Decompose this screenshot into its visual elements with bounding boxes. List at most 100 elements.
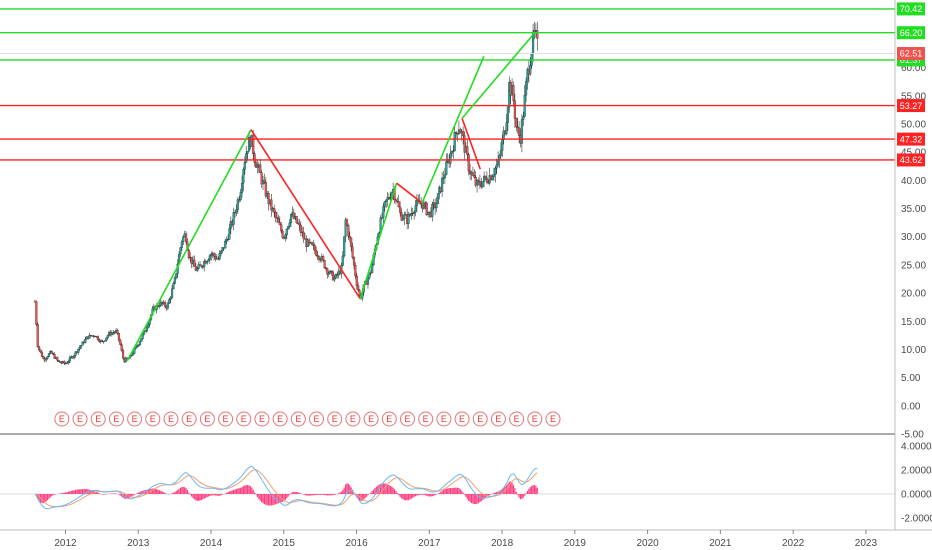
candle-body xyxy=(235,209,238,213)
candle-body xyxy=(400,212,403,221)
candle-body xyxy=(252,134,255,154)
candle-body xyxy=(175,273,178,278)
price-tick-label: 20.00 xyxy=(901,289,926,300)
earnings-marker-label: E xyxy=(550,414,556,424)
candle-body xyxy=(522,116,525,120)
candle-body xyxy=(515,118,518,127)
candle-body xyxy=(386,196,389,201)
candle-body xyxy=(52,352,55,355)
candle-body xyxy=(306,239,309,247)
candle-body xyxy=(422,202,425,209)
earnings-marker-label: E xyxy=(314,414,320,424)
earnings-marker-icon xyxy=(163,411,179,427)
candle-body xyxy=(425,202,428,216)
candle-body xyxy=(485,177,488,183)
candle-body xyxy=(136,345,139,347)
candle-body xyxy=(42,356,45,359)
candle-body xyxy=(187,250,190,259)
candle-body xyxy=(194,265,197,271)
trend-line xyxy=(250,129,361,300)
candle-body xyxy=(242,169,245,184)
last-price-label: 62.51 xyxy=(900,49,923,59)
candle-body xyxy=(180,241,183,248)
earnings-marker-label: E xyxy=(150,414,156,424)
candle-body xyxy=(483,175,486,182)
candle-body xyxy=(145,327,148,332)
candle-body xyxy=(348,235,351,239)
price-tick-label: 10.00 xyxy=(901,345,926,356)
candle-body xyxy=(267,193,270,205)
candle-body xyxy=(164,302,167,307)
candle-body xyxy=(516,126,519,129)
candle-body xyxy=(366,277,370,285)
level-badge xyxy=(897,26,925,40)
time-tick-label: 2022 xyxy=(782,538,805,549)
price-axis[interactable]: -5.00 0.00 5.00 10.00 15.00 20.00 25.00 30.00 35… xyxy=(897,2,926,441)
earnings-marker-icon xyxy=(90,411,106,427)
earnings-marker-icon xyxy=(545,411,561,427)
candle-body xyxy=(172,283,175,290)
earnings-marker-label: E xyxy=(277,414,283,424)
candle-body xyxy=(270,199,273,211)
candle-body xyxy=(299,224,302,233)
candle-body xyxy=(476,180,479,186)
candle-body xyxy=(380,217,384,219)
macd-tick-label: 2.0000 xyxy=(901,466,932,477)
candle-body xyxy=(382,206,385,218)
macd-axis[interactable]: -2.0000 0.0000 2.0000 4.0000 xyxy=(901,442,932,525)
candle-body xyxy=(88,334,91,339)
candle-body xyxy=(495,164,498,169)
candle-body xyxy=(212,253,216,257)
candle-body xyxy=(341,255,344,266)
earnings-marker-icon xyxy=(527,411,543,427)
earnings-marker-label: E xyxy=(295,414,301,424)
time-tick-label: 2021 xyxy=(709,538,732,549)
price-tick-label: 55.00 xyxy=(901,91,926,102)
candle-body xyxy=(455,132,458,134)
earnings-marker-icon xyxy=(381,411,397,427)
candle-body xyxy=(214,256,217,260)
candle-body xyxy=(131,353,134,356)
candle-body xyxy=(327,273,330,275)
earnings-marker-label: E xyxy=(77,414,83,424)
candle-body xyxy=(467,154,470,172)
candle-body xyxy=(218,253,221,260)
candle-body xyxy=(147,324,150,328)
earnings-marker-label: E xyxy=(168,414,174,424)
macd-tick-label: 0.0000 xyxy=(901,490,932,501)
level-badge-label: 70.42 xyxy=(900,4,923,14)
earnings-marker-label: E xyxy=(113,414,119,424)
candle-body xyxy=(441,177,444,192)
candle-body xyxy=(197,264,200,269)
candle-body xyxy=(399,206,402,213)
trend-line xyxy=(126,129,252,362)
candle-body xyxy=(53,354,56,359)
candle-body xyxy=(334,274,337,279)
candle-body xyxy=(185,233,188,242)
candle-body xyxy=(481,181,484,188)
earnings-marker-label: E xyxy=(59,414,65,424)
earnings-marker-label: E xyxy=(132,414,138,424)
trend-line xyxy=(461,32,536,119)
candle-body xyxy=(505,122,508,135)
candle-body xyxy=(526,69,529,82)
candle-body xyxy=(287,226,290,230)
candle-body xyxy=(317,256,321,260)
candle-body xyxy=(358,289,361,296)
candle-body xyxy=(80,345,83,348)
candle-body xyxy=(369,272,372,274)
candle-body xyxy=(456,133,459,135)
earnings-marker-icon xyxy=(127,411,143,427)
candle-body xyxy=(344,219,347,237)
candle-body xyxy=(138,341,141,346)
price-tick-label: 45.00 xyxy=(901,148,926,159)
candle-body xyxy=(59,361,62,363)
candle-body xyxy=(513,100,516,119)
time-axis[interactable]: 2012 2013 2014 2015 2016 2017 2018 2019 2020 2021… xyxy=(54,530,877,549)
macd-tick-label: 4.0000 xyxy=(901,442,932,453)
candle-body xyxy=(56,357,59,361)
candle-body xyxy=(38,346,41,350)
candle-body xyxy=(35,301,38,325)
candle-body xyxy=(201,266,204,268)
